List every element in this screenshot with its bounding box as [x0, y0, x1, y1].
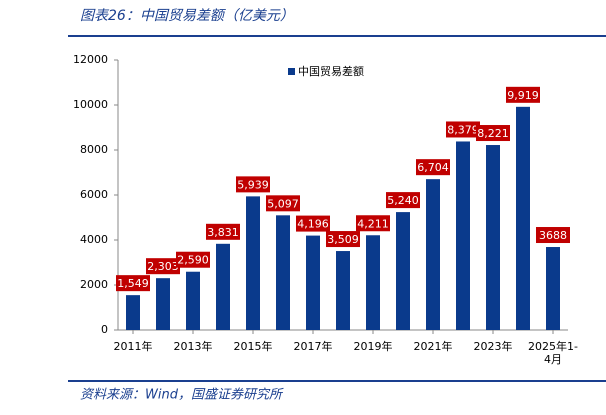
- bar: [366, 235, 380, 330]
- value-label: 6,704: [417, 161, 449, 174]
- x-tick-label: 2023年: [473, 340, 513, 353]
- bar: [336, 251, 350, 330]
- value-label-box: [236, 176, 270, 193]
- value-label-box: [146, 258, 180, 275]
- value-label-box: [206, 223, 240, 240]
- bar: [216, 243, 230, 330]
- value-label: 5,939: [237, 178, 269, 191]
- x-tick-label: 2021年: [413, 340, 453, 353]
- value-label-box: [536, 227, 570, 244]
- y-tick-label: 8000: [80, 143, 108, 156]
- x-tick-label: 2019年: [353, 340, 393, 353]
- bar: [486, 145, 500, 330]
- value-label: 9,919: [507, 89, 539, 102]
- x-tick-label: 2011年: [113, 340, 153, 353]
- bar: [276, 215, 290, 330]
- value-label-box: [416, 159, 450, 176]
- y-tick-label: 4000: [80, 233, 108, 246]
- bar: [126, 295, 140, 330]
- value-label-box: [326, 231, 360, 248]
- value-label-box: [176, 251, 210, 268]
- x-tick-label: 2013年: [173, 340, 213, 353]
- y-tick-label: 0: [101, 323, 108, 336]
- y-tick-label: 2000: [80, 278, 108, 291]
- value-label: 8,379: [447, 123, 479, 136]
- value-label: 4,196: [297, 218, 329, 231]
- value-label-box: [116, 275, 150, 292]
- bar: [456, 141, 470, 330]
- value-label-box: [296, 215, 330, 232]
- bar: [156, 278, 170, 330]
- value-label: 5,097: [267, 197, 299, 210]
- x-tick-label: 2015年: [233, 340, 273, 353]
- value-label: 3,831: [207, 226, 239, 239]
- bar: [426, 179, 440, 330]
- value-label: 3688: [539, 229, 567, 242]
- value-label: 8,221: [477, 127, 509, 140]
- x-tick-label: 2025年1-4月: [528, 340, 578, 366]
- value-label-box: [356, 215, 390, 232]
- x-tick-label: 2017年: [293, 340, 333, 353]
- bar: [546, 247, 560, 330]
- value-label: 4,211: [357, 217, 389, 230]
- value-label-box: [446, 121, 480, 138]
- bar: [186, 271, 200, 330]
- y-tick-label: 10000: [73, 98, 108, 111]
- value-label-box: [266, 195, 300, 212]
- bar: [246, 196, 260, 330]
- value-label: 5,240: [387, 194, 419, 207]
- value-label-box: [386, 192, 420, 209]
- source: 资料来源：Wind，国盛证券研究所: [80, 387, 284, 403]
- bar: [396, 212, 410, 330]
- chart-title: 图表26：中国贸易差额（亿美元）: [80, 8, 294, 24]
- y-tick-label: 6000: [80, 188, 108, 201]
- legend-swatch: [288, 68, 295, 75]
- value-label-box: [506, 86, 540, 103]
- value-label-box: [476, 125, 510, 142]
- legend-label: 中国贸易差额: [298, 64, 364, 78]
- y-tick-label: 12000: [73, 53, 108, 66]
- value-label: 1,549: [117, 277, 149, 290]
- bar: [516, 106, 530, 330]
- value-label: 3,509: [327, 233, 359, 246]
- bar: [306, 235, 320, 330]
- value-label: 2,590: [177, 254, 209, 267]
- value-label: 2,303: [147, 260, 179, 273]
